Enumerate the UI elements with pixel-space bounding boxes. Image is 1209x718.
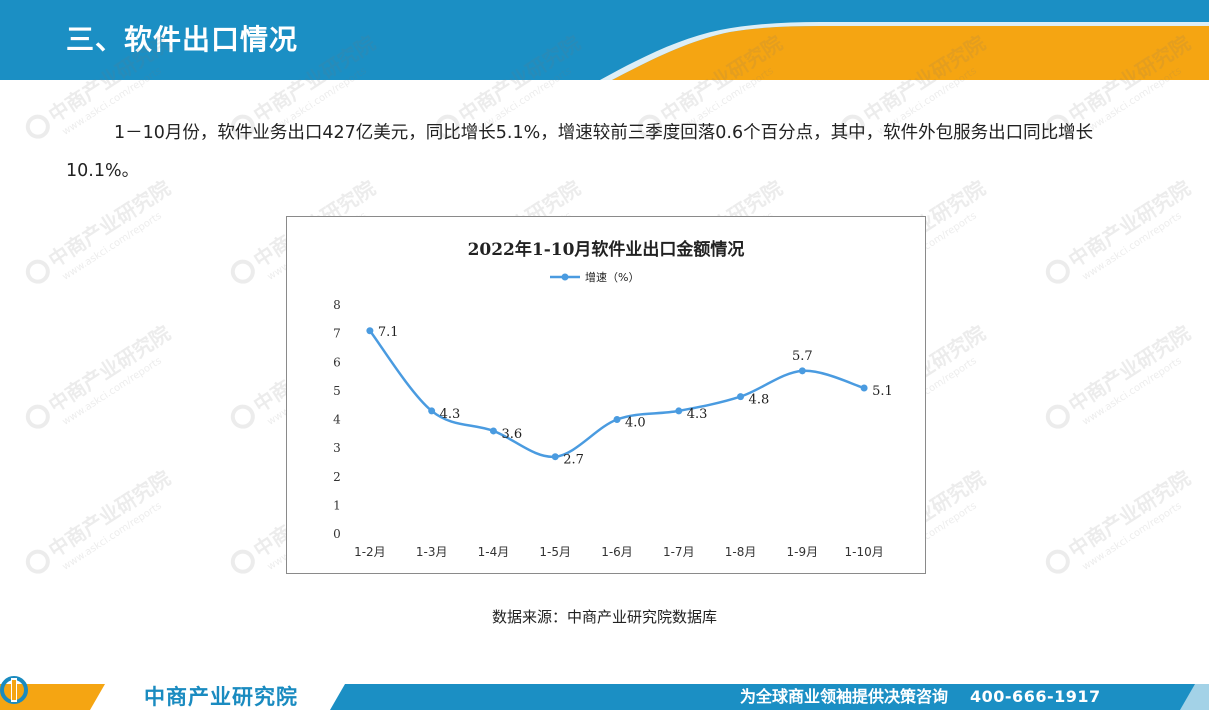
- data-label: 2.7: [563, 453, 584, 468]
- y-tick-label: 2: [333, 470, 341, 484]
- data-label: 4.3: [440, 407, 461, 422]
- watermark-logo-icon: [25, 114, 50, 139]
- watermark-text: 中商产业研究院: [1064, 466, 1194, 562]
- y-tick-label: 7: [333, 327, 341, 341]
- y-tick-label: 4: [333, 413, 341, 427]
- data-point: [860, 384, 868, 392]
- watermark-text: 中商产业研究院: [44, 321, 174, 417]
- footer-brand-name: 中商产业研究院: [144, 685, 298, 709]
- watermark-text: 中商产业研究院: [1064, 321, 1194, 417]
- header-banner: 三、软件出口情况: [0, 0, 1209, 80]
- watermark-logo-icon: [230, 259, 255, 284]
- watermark-text: 中商产业研究院: [1064, 176, 1194, 272]
- watermark-logo-icon: [230, 549, 255, 574]
- series-line-growth: [368, 329, 865, 458]
- data-label: 7.1: [378, 325, 399, 340]
- watermark-logo-icon: [1045, 259, 1070, 284]
- x-tick-label: 1-10月: [844, 545, 883, 559]
- watermark-logo-icon: [1045, 404, 1070, 429]
- line-chart: 0 1 2 3 4 5 6 7 8 1-2月 1-3月 1-4月 1-5月 1-6月 1-7月 1-8月 1-9…: [333, 270, 893, 559]
- watermark-logo-icon: [25, 549, 50, 574]
- x-tick-label: 1-3月: [416, 545, 448, 559]
- data-label: 4.3: [687, 407, 708, 422]
- legend-label: 增速（%）: [585, 270, 639, 284]
- watermark-url: www.askci.com/reports: [1081, 210, 1184, 282]
- data-label: 5.7: [792, 349, 813, 364]
- y-tick-label: 5: [333, 384, 341, 398]
- footer-bar: 中商产业研究院 为全球商业领袖提供决策咨询 400-666-1917: [0, 676, 1209, 718]
- data-point: [489, 427, 497, 435]
- x-tick-label: 1-8月: [725, 545, 757, 559]
- data-point: [613, 416, 621, 423]
- data-label: 4.8: [749, 393, 770, 408]
- data-label: 4.0: [625, 416, 646, 431]
- watermark-url: www.askci.com/reports: [1081, 500, 1184, 572]
- y-tick-label: 8: [333, 298, 341, 312]
- x-tick-label: 1-5月: [539, 545, 571, 559]
- watermark-logo-icon: [230, 404, 255, 429]
- watermark-text: 中商产业研究院: [44, 466, 174, 562]
- x-tick-label: 1-7月: [663, 545, 695, 559]
- data-point: [366, 327, 374, 335]
- data-point: [798, 367, 806, 375]
- x-tick-label: 1-4月: [478, 545, 510, 559]
- watermark-logo-icon: [1045, 549, 1070, 574]
- watermark-logo-icon: [25, 259, 50, 284]
- data-label: 5.1: [872, 384, 893, 399]
- y-tick-label: 3: [333, 441, 341, 455]
- watermark-url: www.askci.com/reports: [61, 500, 164, 572]
- x-tick-label: 1-9月: [787, 545, 819, 559]
- watermark-url: www.askci.com/reports: [61, 355, 164, 427]
- watermark-url: www.askci.com/reports: [1081, 355, 1184, 427]
- chart-container: 2022年1-10月软件业出口金额情况 0 1 2 3 4 5 6 7 8 1-2月 1-3月 1-4…: [286, 216, 926, 574]
- summary-paragraph: 1－10月份，软件业务出口427亿美元，同比增长5.1%，增速较前三季度回落0.…: [66, 123, 1094, 181]
- footer-blue-band: [330, 684, 1209, 710]
- watermark-text: 中商产业研究院: [44, 176, 174, 272]
- header-background: [0, 0, 1209, 80]
- data-point: [551, 453, 559, 461]
- x-tick-label: 1-2月: [354, 545, 386, 559]
- header-orange-wave: [612, 26, 1209, 80]
- data-source: 数据来源：中商产业研究院数据库: [491, 608, 717, 626]
- phone-number: 400-666-1917: [970, 687, 1101, 706]
- legend-swatch-marker: [561, 273, 569, 281]
- data-point: [737, 393, 745, 401]
- page-title: 三、软件出口情况: [66, 23, 299, 56]
- y-tick-label: 0: [333, 527, 341, 541]
- y-tick-label: 6: [333, 355, 341, 369]
- watermark-logo-icon: [25, 404, 50, 429]
- slogan-text: 为全球商业领袖提供决策咨询: [740, 687, 949, 706]
- footer-slogan: 为全球商业领袖提供决策咨询 400-666-1917: [740, 683, 1101, 711]
- data-point: [428, 407, 436, 415]
- footer-end-slash: [1180, 684, 1209, 710]
- chart-title: 2022年1-10月软件业出口金额情况: [467, 240, 745, 260]
- data-point: [675, 407, 683, 415]
- brand-logo-icon: [0, 676, 28, 704]
- y-tick-label: 1: [333, 498, 341, 512]
- data-label: 3.6: [501, 427, 522, 442]
- x-tick-label: 1-6月: [601, 545, 633, 559]
- watermark-url: www.askci.com/reports: [61, 210, 164, 282]
